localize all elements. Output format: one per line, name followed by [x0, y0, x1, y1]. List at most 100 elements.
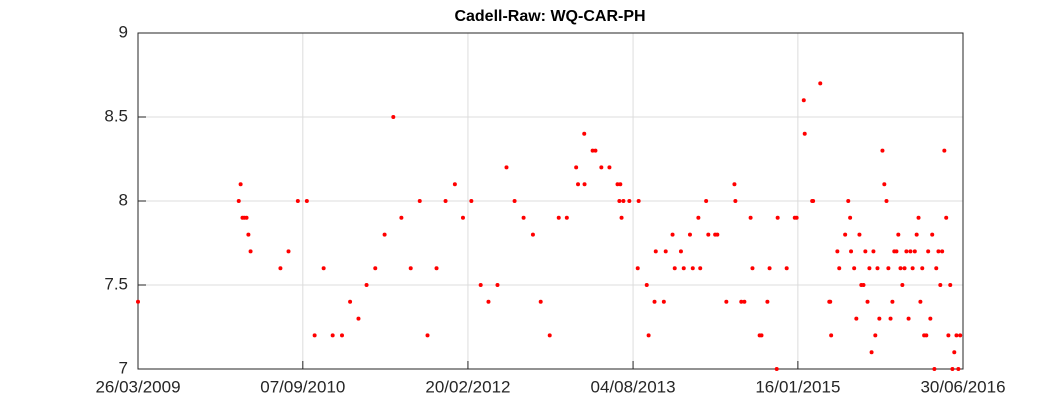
- point: [880, 148, 885, 153]
- point: [582, 182, 587, 187]
- point: [910, 266, 915, 271]
- point: [920, 266, 925, 271]
- point: [286, 249, 291, 254]
- point: [784, 266, 789, 271]
- point: [926, 249, 931, 254]
- point: [621, 199, 626, 203]
- y-tick-label: 9: [119, 22, 128, 41]
- point: [954, 333, 959, 338]
- point: [356, 316, 361, 321]
- point: [742, 299, 747, 304]
- point: [618, 182, 623, 187]
- point: [321, 266, 326, 271]
- point: [304, 199, 309, 203]
- point: [775, 215, 780, 220]
- point: [706, 232, 711, 237]
- point: [900, 283, 905, 287]
- point: [547, 333, 552, 338]
- point: [486, 299, 491, 304]
- point: [619, 215, 624, 220]
- y-tick-label: 7: [119, 358, 128, 377]
- point: [574, 165, 579, 170]
- point: [295, 199, 300, 203]
- point: [930, 232, 935, 237]
- point: [811, 199, 816, 203]
- point: [348, 299, 353, 304]
- point: [898, 266, 903, 271]
- point: [373, 266, 378, 271]
- point: [952, 350, 957, 355]
- point: [460, 215, 465, 220]
- point: [244, 215, 249, 220]
- point: [958, 333, 963, 338]
- point: [652, 299, 657, 304]
- point: [469, 199, 474, 203]
- point: [774, 367, 779, 371]
- point: [946, 333, 951, 338]
- point: [932, 367, 937, 371]
- point: [938, 283, 943, 287]
- x-tick-label: 26/03/2009: [95, 377, 180, 396]
- point: [339, 333, 344, 338]
- point: [940, 249, 945, 254]
- x-tick-label: 04/08/2013: [591, 377, 676, 396]
- point: [914, 232, 919, 237]
- point: [391, 115, 396, 119]
- point: [617, 199, 622, 203]
- point: [556, 215, 561, 220]
- point: [653, 249, 658, 254]
- point: [748, 215, 753, 220]
- point: [715, 232, 720, 237]
- point: [724, 299, 729, 304]
- point: [576, 182, 581, 187]
- point: [382, 232, 387, 237]
- point: [818, 81, 823, 86]
- point: [877, 316, 882, 321]
- point: [698, 266, 703, 271]
- point: [884, 199, 889, 203]
- point: [848, 215, 853, 220]
- point: [869, 350, 874, 355]
- point: [912, 249, 917, 254]
- point: [837, 266, 842, 271]
- x-tick-label: 20/02/2012: [425, 377, 510, 396]
- point: [495, 283, 500, 287]
- point: [916, 215, 921, 220]
- point: [759, 333, 764, 338]
- point: [512, 199, 517, 203]
- x-tick-label: 07/09/2010: [260, 377, 345, 396]
- point: [704, 199, 709, 203]
- point: [942, 148, 947, 153]
- point: [861, 283, 866, 287]
- point: [636, 199, 641, 203]
- point: [739, 299, 744, 304]
- point: [661, 299, 666, 304]
- point: [871, 249, 876, 254]
- point: [902, 266, 907, 271]
- point: [521, 215, 526, 220]
- point: [538, 299, 543, 304]
- point: [593, 148, 598, 153]
- point: [908, 249, 913, 254]
- point: [857, 232, 862, 237]
- point: [829, 333, 834, 338]
- point: [564, 215, 569, 220]
- point: [875, 266, 880, 271]
- point: [443, 199, 448, 203]
- point: [896, 232, 901, 237]
- point: [854, 316, 859, 321]
- point: [835, 249, 840, 254]
- point: [867, 266, 872, 271]
- point: [663, 249, 668, 254]
- point: [936, 249, 941, 254]
- point: [882, 182, 887, 187]
- point: [687, 232, 692, 237]
- point: [802, 131, 807, 136]
- point: [312, 333, 317, 338]
- point: [801, 98, 806, 103]
- point: [846, 199, 851, 203]
- y-tick-label: 8.5: [104, 106, 128, 125]
- point: [950, 367, 955, 371]
